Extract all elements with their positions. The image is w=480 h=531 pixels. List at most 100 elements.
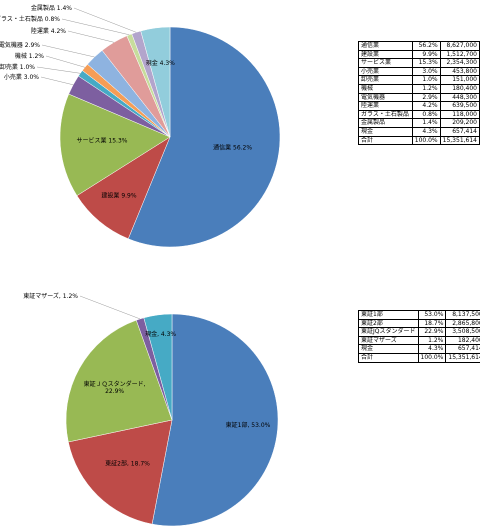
table-cell-amount: 3,508,500: [445, 327, 480, 337]
table-cell-amount: 180,400: [439, 83, 480, 94]
table-cell-name: 小売業: [358, 66, 413, 77]
table-row: 通信業 56.2% 8,627,000: [358, 41, 480, 51]
table-cell-name: 合計: [358, 135, 413, 146]
table-cell-pct: 3.0%: [411, 66, 441, 77]
market-pie-chart: 東証1部, 53.0% 東証2部, 18.7% 東証ＪＱスタンダード, 22.9% 東証…: [23, 292, 279, 527]
slice-label: サービス業 15.3%: [77, 137, 128, 145]
table-row: サービス業 15.3% 2,354,300: [358, 58, 480, 68]
table-cell-amount: 1,512,700: [439, 49, 480, 60]
table-row: 合計 100.0% 15,351,614: [358, 135, 480, 146]
table-cell-pct: 9.9%: [411, 49, 441, 60]
table-cell-pct: 4.3%: [417, 344, 447, 354]
table-cell-amount: 209,200: [439, 118, 480, 128]
pie-slice: [140, 26, 171, 138]
pie-slice: [127, 26, 281, 248]
leader-line: [73, 7, 137, 33]
table-row: 東証1部 53.0% 8,137,500: [358, 310, 480, 320]
pie-slice: [68, 419, 173, 525]
slice-label: 機械 1.2%: [15, 52, 44, 60]
table-cell-amount: 151,000: [439, 75, 480, 85]
table-cell-pct: 1.2%: [417, 335, 447, 346]
market-allocation-table: 東証1部 53.0% 8,137,500 東証2部 18.7% 2,865,800 東証JQ…: [358, 310, 480, 363]
slice-label: 東証2部, 18.7%: [105, 459, 150, 467]
table-cell-amount: 448,300: [439, 92, 480, 103]
table-cell-name: 現金: [358, 344, 419, 354]
slice-label: 東証マザーズ, 1.2%: [23, 292, 78, 300]
table-row: 卸売業 1.0% 151,000: [358, 75, 480, 85]
table-cell-pct: 0.8%: [411, 109, 441, 120]
table-cell-amount: 639,500: [439, 101, 480, 111]
table-cell-amount: 15,351,614: [445, 352, 480, 363]
slice-label: 現金 4.3%: [146, 59, 175, 67]
table-cell-pct: 1.2%: [411, 83, 441, 94]
table-cell-pct: 53.0%: [417, 310, 447, 320]
table-cell-pct: 18.7%: [417, 318, 447, 329]
leader-line: [40, 76, 74, 85]
table-cell-pct: 4.3%: [411, 126, 441, 137]
slice-label: 建設業 9.9%: [101, 192, 136, 200]
table-cell-amount: 657,414: [445, 344, 480, 354]
table-row: 建設業 9.9% 1,512,700: [358, 49, 480, 60]
slice-label: 卸売業 1.0%: [0, 63, 35, 71]
table-cell-pct: 1.0%: [411, 75, 441, 85]
table-row: 小売業 3.0% 453,800: [358, 66, 480, 77]
slice-label: 金属製品 1.4%: [31, 4, 72, 12]
table-cell-name: 通信業: [358, 41, 413, 51]
table-row: 陸運業 4.2% 639,500: [358, 101, 480, 111]
table-cell-name: サービス業: [358, 58, 413, 68]
table-cell-pct: 2.9%: [411, 92, 441, 103]
table-cell-pct: 100.0%: [417, 352, 447, 363]
table-row: 機械 1.2% 180,400: [358, 83, 480, 94]
table-cell-name: 建設業: [358, 49, 413, 60]
slice-label: 陸運業 4.2%: [31, 27, 66, 35]
table-cell-name: 陸運業: [358, 101, 413, 111]
table-cell-name: 合計: [358, 352, 419, 363]
table-cell-name: 東証2部: [358, 318, 419, 329]
leader-line: [67, 30, 115, 43]
table-row: ガラス・土石製品 0.8% 118,000: [358, 109, 480, 120]
table-cell-amount: 8,137,500: [445, 310, 480, 320]
table-cell-amount: 453,800: [439, 66, 480, 77]
table-cell-amount: 15,351,614: [439, 135, 480, 146]
industry-allocation-table: 通信業 56.2% 8,627,000 建設業 9.9% 1,512,700 サービス業 15…: [358, 41, 480, 146]
leader-line: [41, 44, 95, 58]
slice-label: 小売業 3.0%: [4, 73, 39, 81]
slice-label: ガラス・土石製品 0.8%: [0, 15, 60, 23]
table-cell-amount: 2,865,800: [445, 318, 480, 329]
slice-label: 東証ＪＱスタンダード, 22.9%: [84, 380, 146, 395]
table-cell-name: 現金: [358, 126, 413, 137]
table-cell-amount: 182,400: [445, 335, 480, 346]
table-cell-amount: 118,000: [439, 109, 480, 120]
pie-slice: [59, 93, 171, 196]
table-row: 現金4.3%657,414: [358, 344, 480, 354]
leader-line: [36, 66, 81, 74]
table-cell-pct: 22.9%: [417, 327, 447, 337]
table-cell-pct: 4.2%: [411, 101, 441, 111]
slice-label: 東証1部, 53.0%: [226, 421, 271, 429]
table-cell-amount: 2,354,300: [439, 58, 480, 68]
table-cell-amount: 8,627,000: [439, 41, 480, 51]
table-row: 合計 100.0% 15,351,614: [358, 352, 480, 363]
table-cell-pct: 56.2%: [411, 41, 441, 51]
table-cell-pct: 100.0%: [411, 135, 441, 146]
pie-slice: [65, 319, 173, 443]
table-cell-name: 卸売業: [358, 75, 413, 85]
industry-pie-chart: 通信業 56.2% 建設業 9.9% サービス業 15.3% 小売業 3.0% 卸売業 …: [0, 4, 281, 248]
table-cell-name: 東証JQスタンダード: [358, 327, 419, 337]
table-cell-amount: 657,414: [439, 126, 480, 137]
slice-label: 現金, 4.3%: [145, 330, 176, 338]
slice-label: 電気機器 2.9%: [0, 41, 40, 49]
pie-slice: [143, 313, 173, 421]
table-cell-pct: 15.3%: [411, 58, 441, 68]
table-cell-pct: 1.4%: [411, 118, 441, 128]
table-cell-name: 東証1部: [358, 310, 419, 320]
table-cell-name: ガラス・土石製品: [358, 109, 413, 120]
leader-line: [45, 55, 85, 68]
table-cell-name: 機械: [358, 83, 413, 94]
pie-slice: [151, 313, 279, 527]
table-cell-name: 東証マザーズ: [358, 335, 419, 346]
leader-line: [61, 18, 130, 35]
table-cell-name: 電気機器: [358, 92, 413, 103]
